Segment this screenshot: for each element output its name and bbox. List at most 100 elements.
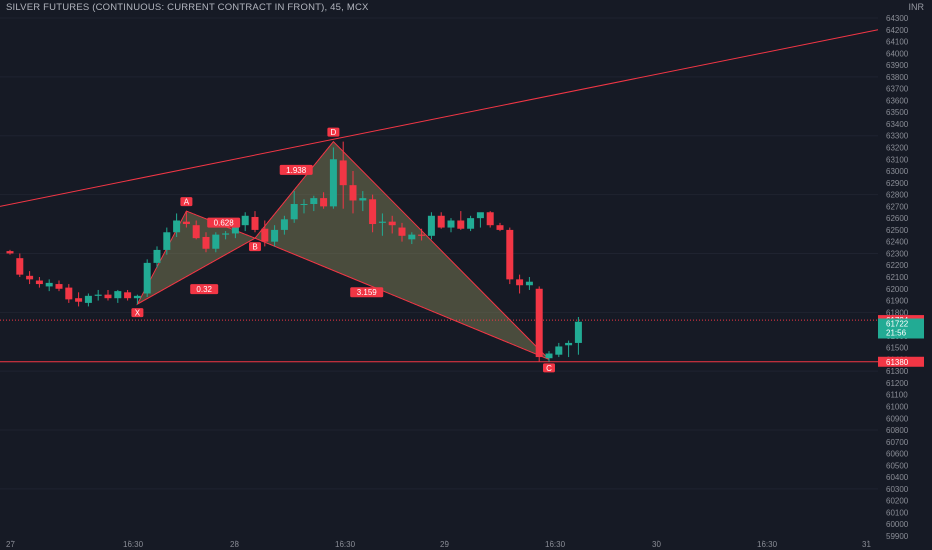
ratio-text: 3.159: [357, 288, 378, 297]
last-price-text: 61722: [886, 320, 909, 329]
y-tick-label: 60000: [886, 520, 909, 529]
candle-body: [447, 220, 455, 228]
pattern-connector: [254, 141, 334, 239]
pattern-point-c: C: [543, 363, 555, 373]
y-tick-label: 63300: [886, 132, 909, 141]
y-tick-label: 62000: [886, 285, 909, 294]
y-tick-label: 61800: [886, 308, 909, 317]
candle-body: [339, 160, 347, 186]
candle-body: [35, 280, 43, 285]
y-tick-label: 63200: [886, 144, 909, 153]
candle-body: [535, 288, 543, 358]
y-tick-label: 63800: [886, 73, 909, 82]
candle-body: [124, 292, 132, 299]
candle-body: [192, 225, 200, 239]
candle-body: [65, 287, 73, 300]
last-price-badge: [878, 318, 924, 339]
ratio-badge: [279, 164, 313, 175]
point-label: A: [184, 198, 190, 207]
candle-body: [202, 236, 210, 249]
x-tick-label: 30: [652, 540, 661, 549]
level-badge-text: 61380: [886, 358, 909, 367]
candle-body: [261, 228, 269, 242]
candle-body: [94, 294, 102, 296]
candle-body: [476, 212, 484, 219]
pattern-point-x: X: [131, 308, 144, 318]
pattern-connector: [254, 237, 550, 360]
candle-body: [418, 234, 426, 236]
y-tick-label: 62700: [886, 202, 909, 211]
y-tick-label: 61300: [886, 367, 909, 376]
candle-body: [182, 221, 190, 225]
x-tick-label: 28: [230, 540, 239, 549]
y-tick-label: 60100: [886, 508, 909, 517]
pattern-point-b: B: [249, 242, 261, 252]
y-axis-unit: INR: [908, 2, 925, 12]
candle-body: [359, 198, 367, 201]
candle-body: [398, 227, 406, 236]
y-tick-label: 62800: [886, 191, 909, 200]
x-axis: 27 16:30 28 16:30 29 16:30 30 16:30 31: [6, 540, 871, 549]
point-badge: [180, 197, 193, 207]
y-tick-label: 61200: [886, 379, 909, 388]
y-tick-label: 62600: [886, 214, 909, 223]
ratio-badge: [350, 287, 384, 298]
ratio-text: 0.628: [214, 219, 235, 228]
candle-body: [104, 294, 112, 299]
y-tick-label: 64100: [886, 38, 909, 47]
y-tick-label: 62900: [886, 179, 909, 188]
y-tick-label: 60800: [886, 426, 909, 435]
candle-body: [280, 219, 288, 230]
candle-body: [26, 275, 34, 280]
candle-body: [300, 204, 308, 206]
y-tick-label: 59900: [886, 532, 909, 541]
y-tick-label: 62300: [886, 249, 909, 258]
candle-body: [378, 221, 386, 223]
candle-body: [525, 281, 533, 286]
y-tick-label: 63700: [886, 85, 909, 94]
candle-body: [545, 353, 553, 359]
candle-body: [329, 159, 337, 207]
x-tick-label: 16:30: [757, 540, 778, 549]
y-tick-label: 60300: [886, 485, 909, 494]
ratio-badge: [207, 217, 241, 228]
candle-body: [114, 291, 122, 299]
candle-body: [241, 215, 249, 226]
candle-body: [16, 258, 24, 275]
point-badge: [327, 127, 340, 137]
candle-body: [427, 215, 435, 236]
y-tick-label: 64300: [886, 14, 909, 23]
candle-body: [55, 284, 63, 289]
point-label: X: [135, 309, 141, 318]
level-badge: [878, 356, 924, 367]
grid: [0, 17, 878, 490]
candle-body: [6, 251, 14, 254]
candle-body: [84, 295, 92, 303]
y-tick-label: 61900: [886, 297, 909, 306]
candle-body: [516, 279, 524, 286]
y-tick-label: 61000: [886, 403, 909, 412]
y-tick-label: 60500: [886, 461, 909, 470]
candle-body: [310, 198, 318, 205]
candle-body: [222, 233, 230, 235]
candle-body: [388, 221, 396, 226]
candle-body: [143, 262, 151, 294]
y-tick-label: 62500: [886, 226, 909, 235]
y-tick-label: 61100: [886, 391, 908, 400]
chart-title: SILVER FUTURES (CONTINUOUS: CURRENT CONT…: [6, 2, 369, 13]
point-badge: [131, 308, 144, 318]
y-tick-label: 63400: [886, 120, 909, 129]
trendline: [0, 29, 879, 207]
candle-body: [496, 225, 504, 230]
x-tick-label: 27: [6, 540, 15, 549]
candle-body: [212, 234, 220, 249]
x-tick-label: 29: [440, 540, 449, 549]
candle-body: [271, 229, 279, 242]
y-tick-label: 63100: [886, 155, 909, 164]
y-tick-label: 64200: [886, 26, 909, 35]
candle-body: [349, 185, 357, 201]
price-levels: [0, 319, 878, 363]
candle-body: [251, 216, 259, 230]
candle-body: [45, 282, 53, 287]
